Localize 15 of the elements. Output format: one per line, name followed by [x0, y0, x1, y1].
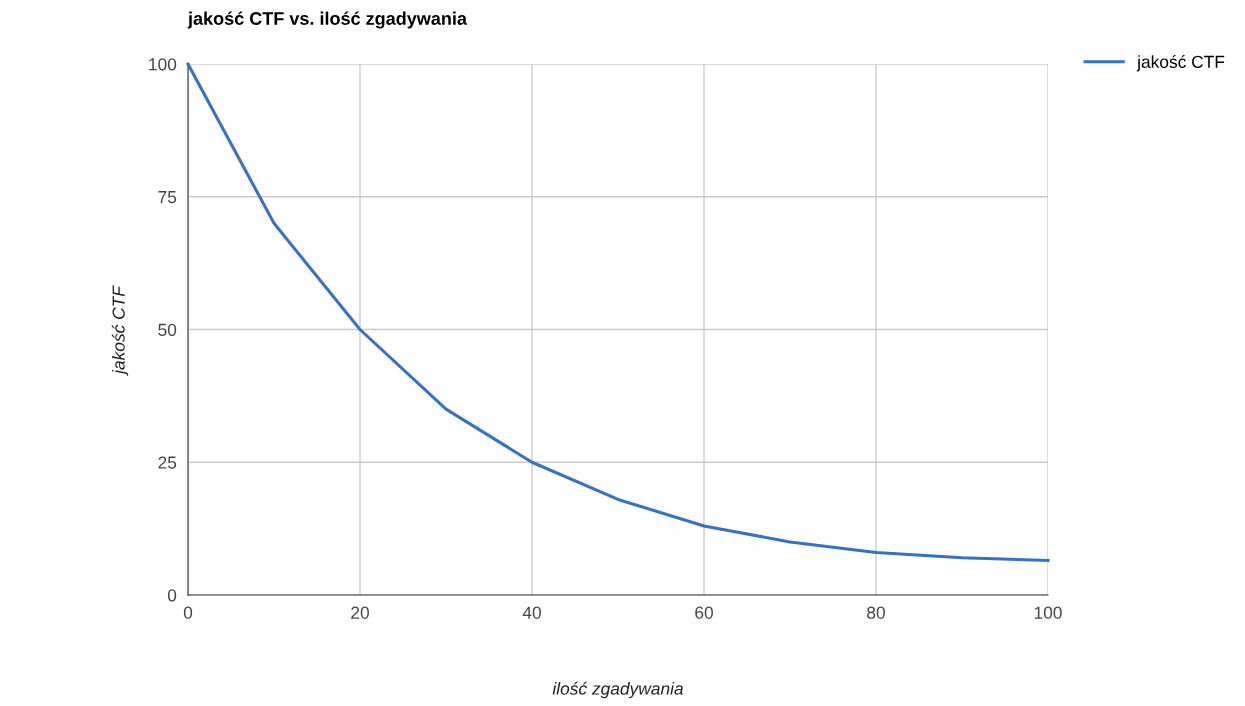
y-tick-label: 50	[158, 323, 177, 336]
y-axis-title: jakość CTF	[111, 285, 129, 376]
x-tick-label: 80	[867, 606, 885, 619]
x-axis-title: ilość zgadywania	[552, 681, 684, 699]
y-tick-label: 75	[158, 191, 177, 204]
x-tick-label: 0	[183, 606, 193, 619]
y-tick-label: 100	[149, 58, 177, 71]
x-tick-label: 60	[695, 606, 713, 619]
y-tick-label: 0	[167, 589, 177, 602]
x-tick-label: 40	[522, 606, 541, 619]
legend-label: jakość CTF	[1136, 55, 1225, 72]
chart-title: jakość CTF vs. ilość zgadywania	[187, 11, 468, 29]
x-tick-label: 100	[1034, 606, 1062, 619]
y-tick-label: 25	[158, 456, 177, 469]
x-tick-label: 20	[351, 606, 369, 619]
